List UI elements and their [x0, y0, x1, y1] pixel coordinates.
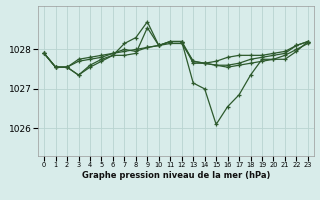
- X-axis label: Graphe pression niveau de la mer (hPa): Graphe pression niveau de la mer (hPa): [82, 171, 270, 180]
